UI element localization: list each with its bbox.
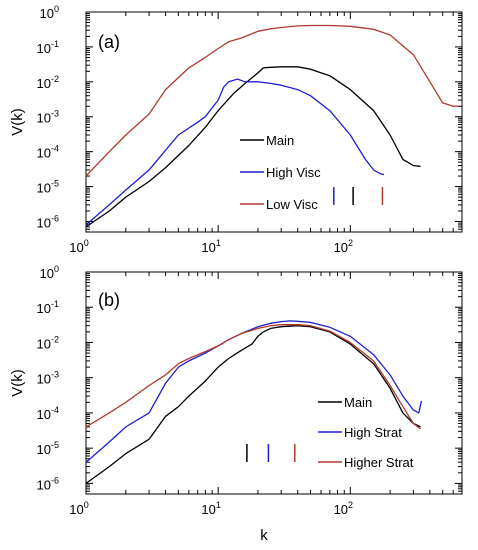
x-tick-label: 100	[69, 500, 88, 517]
y-tick-base: 10	[40, 6, 54, 21]
legend-label: Higher Strat	[344, 455, 414, 470]
y-tick-label: 10-2	[37, 334, 59, 351]
x-tick-exponent: 0	[84, 238, 89, 248]
y-tick-label: 10-3	[37, 370, 59, 387]
y-tick-base: 10	[37, 407, 51, 422]
y-tick-label: 100	[40, 264, 59, 281]
y-tick-exponent: -3	[51, 109, 59, 119]
y-tick-label: 10-4	[37, 144, 59, 161]
y-tick-exponent: -5	[51, 179, 59, 189]
y-tick-label: 10-1	[37, 39, 59, 56]
x-tick-base: 10	[69, 502, 83, 517]
y-tick-exponent: 0	[54, 4, 59, 14]
y-tick-base: 10	[37, 442, 51, 457]
x-tick-base: 10	[69, 240, 83, 255]
series-line-main	[85, 325, 421, 484]
y-tick-label: 10-3	[37, 109, 59, 126]
x-tick-label: 101	[201, 238, 220, 255]
legend-label: Low Visc	[266, 197, 318, 212]
panel-label: (a)	[98, 32, 120, 52]
x-tick-base: 10	[334, 240, 348, 255]
x-tick-base: 10	[201, 502, 215, 517]
x-tick-base: 10	[201, 240, 215, 255]
x-tick-base: 10	[334, 502, 348, 517]
y-tick-base: 10	[37, 146, 51, 161]
y-tick-exponent: -2	[51, 334, 59, 344]
y-tick-label: 10-6	[37, 213, 59, 230]
y-tick-label: 10-6	[37, 475, 59, 492]
series-line-high-strat	[85, 320, 423, 463]
y-tick-exponent: 0	[54, 264, 59, 274]
y-tick-exponent: -6	[51, 475, 59, 485]
y-tick-exponent: -4	[51, 144, 59, 154]
y-tick-base: 10	[37, 41, 51, 56]
x-tick-exponent: 2	[348, 238, 353, 248]
x-tick-exponent: 1	[216, 500, 221, 510]
y-tick-exponent: -2	[51, 74, 59, 84]
y-tick-base: 10	[40, 266, 54, 281]
x-tick-label: 100	[69, 238, 88, 255]
y-tick-base: 10	[37, 76, 51, 91]
y-tick-label: 10-4	[37, 405, 59, 422]
series-line-low-visc	[85, 24, 459, 177]
legend-label: Main	[344, 395, 372, 410]
y-tick-base: 10	[37, 181, 51, 196]
y-tick-exponent: -1	[51, 299, 59, 309]
x-tick-exponent: 1	[216, 238, 221, 248]
y-tick-label: 100	[40, 4, 59, 21]
y-tick-base: 10	[37, 215, 51, 230]
y-tick-exponent: -1	[51, 39, 59, 49]
y-tick-exponent: -6	[51, 213, 59, 223]
panel-label: (b)	[98, 290, 120, 310]
panel-b: 100 101 10210-610-510-410-310-210-1100V(k)…	[9, 264, 463, 544]
y-tick-base: 10	[37, 336, 51, 351]
y-tick-label: 10-1	[37, 299, 59, 316]
legend-label: High Strat	[344, 425, 402, 440]
x-tick-label: 102	[334, 238, 353, 255]
series-line-higher-strat	[85, 324, 421, 430]
legend-label: Main	[266, 133, 294, 148]
y-tick-label: 10-5	[37, 440, 59, 457]
x-tick-exponent: 2	[348, 500, 353, 510]
series-line-main	[85, 66, 421, 228]
x-tick-label: 101	[201, 500, 220, 517]
y-tick-base: 10	[37, 477, 51, 492]
y-tick-label: 10-5	[37, 179, 59, 196]
y-tick-exponent: -5	[51, 440, 59, 450]
panel-a: 100 101 10210-610-510-410-310-210-1100V(k)…	[9, 4, 463, 255]
y-tick-label: 10-2	[37, 74, 59, 91]
y-axis-label: V(k)	[9, 108, 26, 136]
y-tick-base: 10	[37, 301, 51, 316]
x-tick-exponent: 0	[84, 500, 89, 510]
x-tick-label: 102	[334, 500, 353, 517]
series-line-high-visc	[85, 78, 385, 226]
y-tick-base: 10	[37, 111, 51, 126]
y-tick-base: 10	[37, 372, 51, 387]
y-tick-exponent: -3	[51, 370, 59, 380]
y-tick-exponent: -4	[51, 405, 59, 415]
legend-label: High Visc	[266, 165, 321, 180]
y-axis-label: V(k)	[9, 369, 26, 397]
x-axis-label: k	[260, 527, 268, 544]
